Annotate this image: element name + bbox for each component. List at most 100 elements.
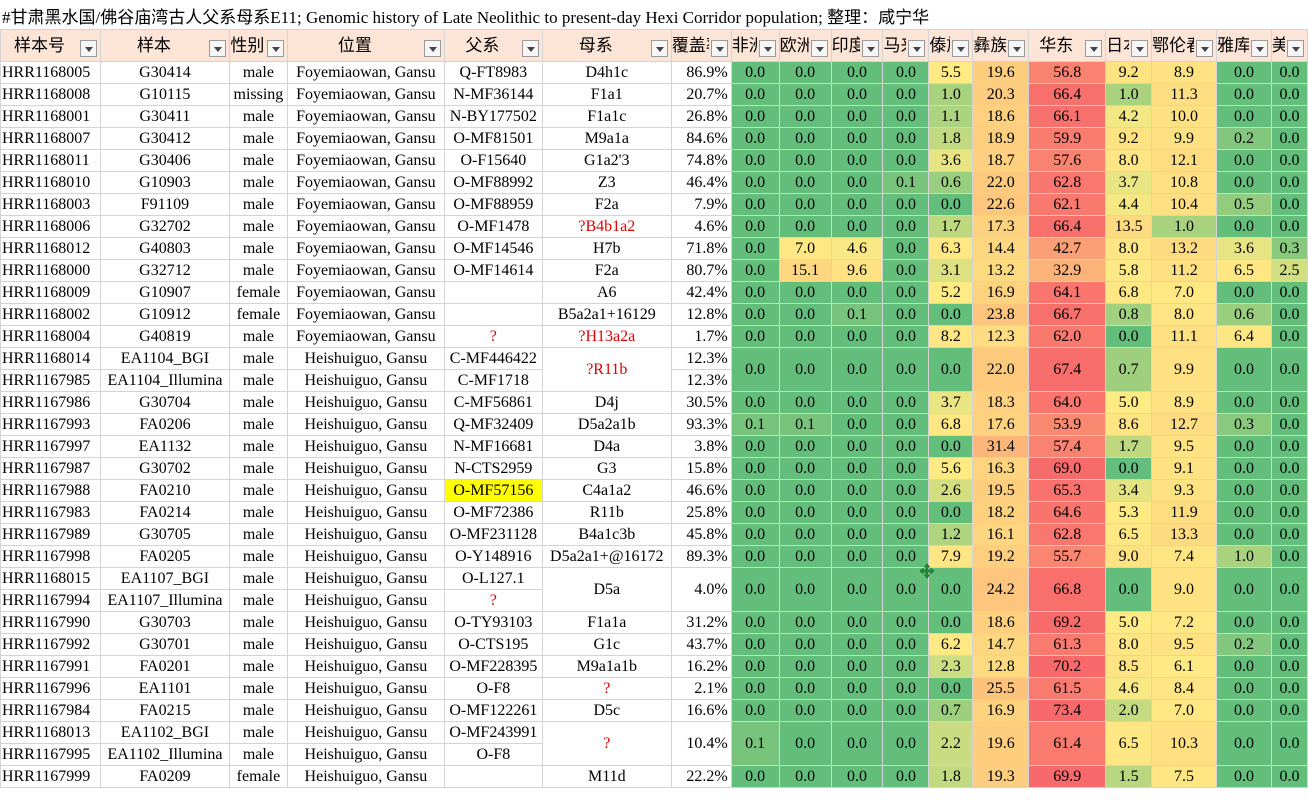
cell-y-haplogroup[interactable]: C-MF446422 [443,347,543,370]
col-header-7[interactable]: 非洲 [730,29,780,62]
cell-ancestry-10[interactable]: 0.0 [1270,699,1308,722]
cell-sample-id[interactable]: HRR1168000 [0,259,101,282]
cell-ancestry-2[interactable]: 0.0 [830,435,884,458]
cell-mt-haplogroup[interactable]: ?H13a2a [541,325,672,348]
cell-location[interactable]: Foyemiaowan, Gansu [286,105,445,128]
cell-sample-id[interactable]: HRR1167984 [0,699,101,722]
cell-sample[interactable]: FA0201 [99,655,230,678]
table-row[interactable]: HRR1167990 G30703 male Heishuiguo, Gansu O-T… [0,611,1308,634]
cell-ancestry-7[interactable]: 8.5 [1105,655,1153,678]
cell-ancestry-8[interactable]: 7.4 [1151,545,1217,568]
cell-ancestry-6[interactable]: 64.6 [1028,501,1107,524]
cell-ancestry-0[interactable]: 0.0 [730,171,780,194]
cell-ancestry-5[interactable]: 19.3 [972,765,1030,788]
cell-coverage[interactable]: 26.8% [670,105,732,128]
cell-ancestry-6[interactable]: 66.1 [1028,105,1107,128]
cell-sample[interactable]: EA1104_Illumina [99,369,230,392]
cell-location[interactable]: Heishuiguo, Gansu [286,413,445,436]
cell-coverage[interactable]: 7.9% [670,193,732,216]
cell-ancestry-1[interactable]: 0.0 [778,171,832,194]
cell-mt-haplogroup[interactable]: A6 [541,281,672,304]
cell-ancestry-2[interactable]: 0.0 [830,61,884,84]
cell-ancestry-4[interactable]: 0.0 [928,567,974,612]
cell-ancestry-2[interactable]: 0.0 [830,567,884,612]
filter-dropdown-icon[interactable] [208,40,226,57]
cell-ancestry-0[interactable]: 0.0 [730,149,780,172]
col-header-5[interactable]: 母系 [541,29,672,62]
cell-sample[interactable]: G10903 [99,171,230,194]
table-row[interactable]: HRR1168010 G10903 male Foyemiaowan, Gansu O-… [0,171,1308,194]
cell-sex[interactable]: male [228,61,288,84]
cell-ancestry-2[interactable]: 0.0 [830,677,884,700]
cell-y-haplogroup[interactable]: O-MF88959 [443,193,543,216]
cell-sex[interactable]: female [228,281,288,304]
cell-ancestry-0[interactable]: 0.0 [730,281,780,304]
cell-sample[interactable]: EA1101 [99,677,230,700]
cell-sex[interactable]: male [228,611,288,634]
cell-ancestry-6[interactable]: 55.7 [1028,545,1107,568]
cell-coverage[interactable]: 16.2% [670,655,732,678]
cell-ancestry-5[interactable]: 18.6 [972,105,1030,128]
cell-sex[interactable]: male [228,545,288,568]
cell-ancestry-4[interactable]: 1.8 [928,765,974,788]
cell-ancestry-1[interactable]: 0.0 [778,105,832,128]
cell-sample[interactable]: G30406 [99,149,230,172]
cell-y-haplogroup[interactable]: N-MF36144 [443,83,543,106]
cell-ancestry-7[interactable]: 8.0 [1105,237,1153,260]
cell-ancestry-10[interactable]: 0.0 [1270,303,1308,326]
cell-ancestry-4[interactable]: 0.0 [928,435,974,458]
cell-y-haplogroup[interactable]: O-MF88992 [443,171,543,194]
cell-sample[interactable]: EA1132 [99,435,230,458]
table-row[interactable]: HRR1167985 EA1104_Illumina male Heishuiguo,… [0,369,1308,392]
cell-ancestry-2[interactable]: 0.0 [830,545,884,568]
cell-ancestry-5[interactable]: 16.3 [972,457,1030,480]
cell-y-haplogroup[interactable]: Q-FT8983 [443,61,543,84]
cell-ancestry-6[interactable]: 61.4 [1028,721,1107,766]
cell-ancestry-5[interactable]: 16.1 [972,523,1030,546]
cell-ancestry-0[interactable]: 0.0 [730,193,780,216]
cell-ancestry-3[interactable]: 0.0 [882,105,930,128]
cell-sex[interactable]: male [228,149,288,172]
cell-ancestry-0[interactable]: 0.0 [730,699,780,722]
table-row[interactable]: HRR1167989 G30705 male Heishuiguo, Gansu O-M… [0,523,1308,546]
cell-y-haplogroup[interactable]: O-MF72386 [443,501,543,524]
cell-ancestry-4[interactable]: 6.8 [928,413,974,436]
cell-ancestry-2[interactable]: 0.0 [830,523,884,546]
cell-ancestry-8[interactable]: 7.0 [1151,699,1217,722]
cell-location[interactable]: Heishuiguo, Gansu [286,677,445,700]
cell-sex[interactable]: female [228,765,288,788]
cell-ancestry-7[interactable]: 8.6 [1105,413,1153,436]
cell-coverage[interactable]: 45.8% [670,523,732,546]
cell-ancestry-2[interactable]: 0.0 [830,633,884,656]
cell-sample-id[interactable]: HRR1167995 [0,743,101,766]
cell-ancestry-9[interactable]: 0.0 [1216,149,1272,172]
cell-sample[interactable]: G10912 [99,303,230,326]
cell-ancestry-8[interactable]: 11.9 [1151,501,1217,524]
cell-ancestry-10[interactable]: 0.0 [1270,149,1308,172]
cell-ancestry-3[interactable]: 0.0 [882,633,930,656]
cell-sample-id[interactable]: HRR1167999 [0,765,101,788]
cell-coverage[interactable]: 3.8% [670,435,732,458]
cell-y-haplogroup[interactable]: O-CTS195 [443,633,543,656]
cell-sex[interactable]: male [228,589,288,612]
cell-ancestry-6[interactable]: 67.4 [1028,347,1107,392]
filter-dropdown-icon[interactable] [908,40,926,57]
cell-sex[interactable]: male [228,105,288,128]
cell-ancestry-9[interactable]: 0.0 [1216,655,1272,678]
col-header-9[interactable]: 印度 [830,29,884,62]
cell-ancestry-6[interactable]: 56.8 [1028,61,1107,84]
cell-ancestry-10[interactable]: 0.0 [1270,281,1308,304]
cell-location[interactable]: Foyemiaowan, Gansu [286,83,445,106]
cell-ancestry-9[interactable]: 0.0 [1216,699,1272,722]
cell-mt-haplogroup[interactable]: G3 [541,457,672,480]
cell-ancestry-9[interactable]: 0.6 [1216,303,1272,326]
cell-ancestry-9[interactable]: 0.0 [1216,347,1272,392]
table-row[interactable]: HRR1168007 G30412 male Foyemiaowan, Gansu O-… [0,127,1308,150]
cell-ancestry-10[interactable]: 0.3 [1270,237,1308,260]
cell-coverage[interactable]: 84.6% [670,127,732,150]
cell-ancestry-8[interactable]: 7.2 [1151,611,1217,634]
cell-sex[interactable]: male [228,413,288,436]
cell-ancestry-10[interactable]: 0.0 [1270,611,1308,634]
cell-ancestry-0[interactable]: 0.0 [730,479,780,502]
cell-mt-haplogroup[interactable]: F1a1 [541,83,672,106]
